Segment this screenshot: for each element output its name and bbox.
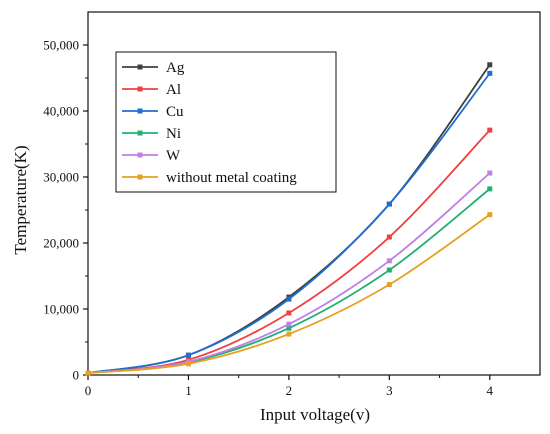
data-point bbox=[487, 186, 493, 192]
series-layer bbox=[85, 62, 493, 376]
legend-swatch-marker bbox=[137, 64, 143, 70]
legend-label: Ag bbox=[166, 60, 185, 76]
data-point bbox=[286, 296, 292, 302]
data-point bbox=[487, 212, 493, 218]
x-axis-title: Input voltage(v) bbox=[260, 405, 370, 424]
data-point bbox=[286, 310, 292, 316]
legend-swatch-marker bbox=[137, 152, 143, 158]
legend-label: without metal coating bbox=[166, 170, 297, 186]
ticks: 0 1 2 3 4 0 10,000 20,000 30,000 40,000 50,000 bbox=[43, 38, 493, 399]
legend-item: W bbox=[122, 148, 181, 164]
legend-swatch-marker bbox=[137, 86, 143, 92]
y-tick-label: 0 bbox=[73, 368, 80, 383]
legend-swatch-marker bbox=[137, 130, 143, 136]
x-tick-label: 2 bbox=[286, 383, 293, 398]
data-point bbox=[85, 370, 91, 376]
data-point bbox=[185, 352, 191, 358]
y-tick-label: 50,000 bbox=[43, 38, 79, 53]
y-tick-label: 30,000 bbox=[43, 170, 79, 185]
data-point bbox=[487, 70, 493, 76]
legend-item: Cu bbox=[122, 104, 184, 120]
data-point bbox=[487, 62, 493, 68]
plot-frame bbox=[87, 11, 541, 376]
legend-item: Ag bbox=[122, 60, 185, 76]
legend-swatch-marker bbox=[137, 108, 143, 114]
x-tick-label: 4 bbox=[487, 383, 494, 398]
legend-box bbox=[115, 51, 337, 193]
y-tick-label: 10,000 bbox=[43, 302, 79, 317]
y-tick-label: 40,000 bbox=[43, 104, 79, 119]
series-line bbox=[87, 188, 491, 374]
series-line bbox=[87, 72, 491, 374]
legend-label: W bbox=[166, 148, 181, 164]
x-tick-label: 0 bbox=[85, 383, 92, 398]
legend-label: Cu bbox=[166, 104, 184, 120]
data-point bbox=[286, 325, 292, 331]
legend-label: Ni bbox=[166, 126, 181, 142]
series-3 bbox=[85, 186, 493, 376]
data-point bbox=[487, 170, 493, 176]
series-line bbox=[87, 172, 491, 374]
data-point bbox=[487, 127, 493, 133]
data-point bbox=[386, 234, 392, 240]
axes bbox=[87, 11, 541, 376]
legend-label: Al bbox=[166, 82, 181, 98]
series-5 bbox=[85, 212, 493, 376]
data-point bbox=[386, 282, 392, 288]
legend-item: without metal coating bbox=[122, 170, 297, 186]
y-tick-label: 20,000 bbox=[43, 236, 79, 251]
data-point bbox=[185, 361, 191, 367]
data-point bbox=[286, 331, 292, 337]
series-4 bbox=[85, 170, 493, 376]
y-axis-title: Temperature(K) bbox=[11, 145, 30, 254]
x-tick-label: 3 bbox=[386, 383, 393, 398]
legend-swatch-marker bbox=[137, 174, 143, 180]
data-point bbox=[386, 258, 392, 264]
legend-item: Al bbox=[122, 82, 181, 98]
data-point bbox=[386, 267, 392, 273]
legend-item: Ni bbox=[122, 126, 181, 142]
x-tick-label: 1 bbox=[185, 383, 192, 398]
data-point bbox=[386, 201, 392, 207]
data-point bbox=[286, 321, 292, 327]
